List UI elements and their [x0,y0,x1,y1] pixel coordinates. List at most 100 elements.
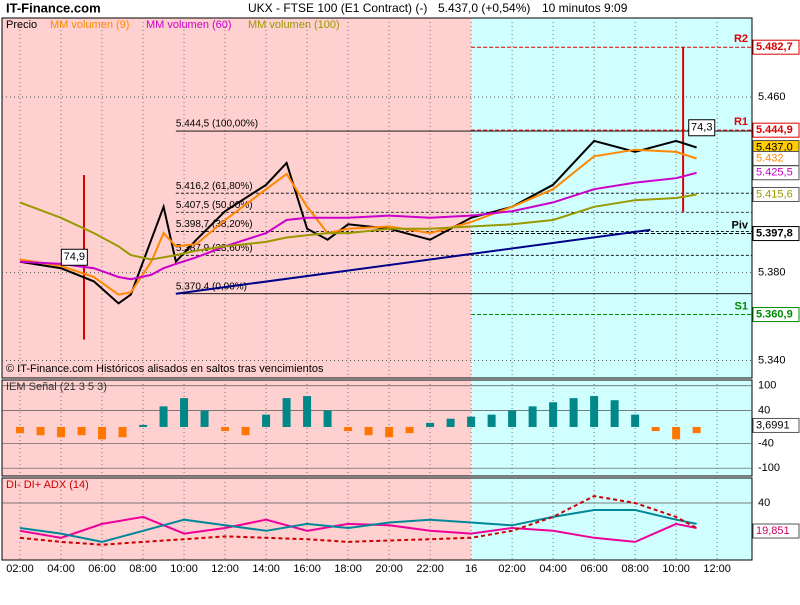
fibo-label: 5.444,5 (100,00%) [176,119,258,130]
series-line [19,171,697,281]
y-tick-label: 40 [758,497,770,509]
histogram-bar [282,398,291,427]
series-line [19,139,697,305]
value-box [752,186,800,202]
x-tick-label: 16 [465,563,477,575]
value-box-label: 5.437,0 [756,141,793,153]
panel-border [1,17,753,379]
histogram-bar [651,426,660,432]
fibo-label: 5.407,5 (50,00%) [176,200,253,211]
histogram-bar [16,426,25,434]
histogram-bar [323,410,332,427]
x-tick-label: 22:00 [416,563,444,575]
histogram-bar [631,414,640,427]
series-line [19,148,697,296]
annotation: 74,3 [691,122,712,134]
histogram-bar [508,410,517,427]
histogram-bar [241,426,250,436]
histogram-bar [569,398,578,427]
annotation-box [60,248,88,266]
x-tick-label: 06:00 [88,563,116,575]
histogram-bar [77,426,86,436]
panel-legend: Precio [6,19,37,31]
y-tick-label: 5.460 [758,91,786,103]
bg-right [471,478,752,560]
histogram-bar [180,398,189,427]
pivot-label: R1 [734,116,748,128]
pivot-label: S1 [735,300,748,312]
value-box-label: 5.415,6 [756,188,793,200]
histogram-bar [303,396,312,427]
value-box-label: 5.482,7 [756,41,793,53]
quote: 5.437,0 (+0,54%) [438,1,530,15]
histogram-bar [487,414,496,427]
panel-border [1,379,753,477]
x-tick-label: 04:00 [47,563,75,575]
histogram-bar [344,426,353,432]
value-box [752,39,800,55]
series-line [19,509,697,543]
histogram-bar [364,426,373,436]
bg-left [2,380,472,476]
histogram-bar [528,406,537,427]
value-box-label: 5.360,9 [756,308,793,320]
histogram-bar [221,426,230,432]
histogram-bar [98,426,107,440]
histogram-bar [446,418,455,427]
y-tick-label: 40 [758,404,770,416]
histogram-bar [610,400,619,427]
value-box-label: 5.432 [756,152,784,164]
annotation-box [688,119,716,137]
footnote: © IT-Finance.com Históricos alisados en … [6,363,324,375]
value-box [752,165,800,181]
histogram-bar [385,426,394,438]
value-box [752,307,800,323]
value-box [752,122,800,138]
x-tick-label: 16:00 [293,563,321,575]
histogram-bar [467,416,476,427]
histogram-bar [159,406,168,427]
x-tick-label: 06:00 [580,563,608,575]
histogram-bar [57,426,66,438]
x-tick-label: 08:00 [621,563,649,575]
histogram-bar [672,426,681,440]
bg-right [471,380,752,476]
panel-legend: IEM Señal (21 3 5 3) [6,381,107,393]
histogram-bar [692,426,701,434]
trendline [175,228,651,295]
x-tick-label: 02:00 [6,563,34,575]
title: UKX - FTSE 100 (E1 Contract) (-) [248,1,427,15]
y-tick-label: -100 [758,462,780,474]
value-box-label: 5.397,8 [756,227,793,239]
fibo-label: 5.370,4 (0,00%) [176,281,247,292]
histogram-bar [200,410,209,427]
x-tick-label: 12:00 [703,563,731,575]
y-tick-label: -40 [758,437,774,449]
annotation: 74,9 [64,251,85,263]
fibo-label: 5.398,7 (38,20%) [176,219,253,230]
panel-legend: DI- DI+ ADX (14) [6,479,89,491]
bg-left [2,478,472,560]
x-tick-label: 18:00 [334,563,362,575]
value-box [752,226,800,242]
pivot-label: Piv [731,219,748,231]
value-box [752,523,800,539]
histogram-bar [590,396,599,427]
legend-entry: MM volumen (100) [248,19,340,31]
series-line [19,495,698,546]
value-box-label: 5.444,9 [756,124,793,136]
value-box-label: 5.425,5 [756,167,793,179]
pivot-label: R2 [734,33,748,45]
series-line [19,193,697,261]
x-tick-label: 10:00 [170,563,198,575]
y-tick-label: 5.340 [758,354,786,366]
legend-entry: MM volumen (60) [146,19,232,31]
histogram-bar [118,426,127,438]
x-tick-label: 02:00 [498,563,526,575]
y-tick-label: 100 [758,380,776,392]
interval: 10 minutos 9:09 [542,1,628,15]
histogram-bar [405,426,414,434]
x-tick-label: 14:00 [252,563,280,575]
value-box-label: 3,6991 [756,419,790,431]
